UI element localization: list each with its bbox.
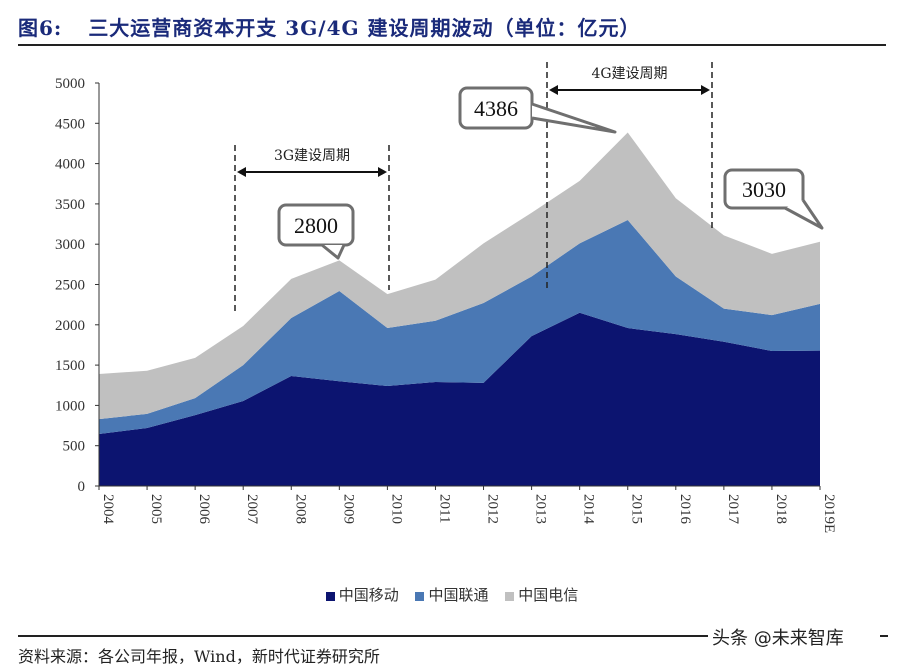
- y-tick-label: 3500: [55, 197, 85, 213]
- callout-label: 4386: [474, 96, 518, 121]
- x-tick-label: 2016: [677, 494, 693, 525]
- area-unicom: [99, 220, 820, 435]
- y-tick-label: 1000: [55, 398, 85, 414]
- x-tick-label: 2010: [388, 494, 404, 524]
- legend: 中国移动 中国联通 中国电信: [0, 584, 904, 605]
- x-tick-label: 2004: [100, 494, 116, 525]
- y-tick-label: 4000: [55, 157, 85, 173]
- callout-pointer: [321, 243, 346, 260]
- title-text: 三大运营商资本开支 3G/4G 建设周期波动（单位：亿元）: [88, 16, 641, 40]
- y-tick-label: 500: [63, 439, 86, 455]
- y-tick-label: 2500: [55, 278, 85, 294]
- y-tick-label: 2000: [55, 318, 85, 334]
- y-tick-label: 4500: [55, 116, 85, 132]
- x-tick-label: 2007: [244, 494, 260, 525]
- legend-item-unicom: 中国联通: [415, 586, 489, 604]
- x-tick-label: 2009: [340, 494, 356, 524]
- x-tick-label: 2011: [436, 494, 452, 523]
- area-telecom: [99, 132, 820, 420]
- x-tick-label: 2018: [773, 494, 789, 524]
- callout-box: [723, 168, 805, 210]
- bottom-divider-end: [880, 635, 888, 637]
- x-tick-label: 2013: [533, 494, 549, 524]
- arrowhead-left: [237, 167, 246, 177]
- period-label: 3G建设周期: [274, 148, 350, 164]
- y-tick-label: 1500: [55, 358, 85, 374]
- callout-label: 2800: [294, 213, 338, 238]
- y-tick-label: 3000: [55, 237, 85, 253]
- legend-item-mobile: 中国移动: [325, 586, 399, 604]
- callout-box: [277, 203, 355, 247]
- y-tick-label: 0: [78, 479, 86, 495]
- x-tick-label: 2012: [485, 494, 501, 524]
- legend-item-telecom: 中国电信: [505, 586, 578, 604]
- source-note: 资料来源：各公司年报，Wind，新时代证券研究所: [18, 647, 380, 666]
- callout-pointer: [531, 102, 617, 134]
- x-tick-label: 2008: [292, 494, 308, 524]
- x-tick-label: 2005: [148, 494, 164, 524]
- x-tick-label: 2014: [581, 494, 597, 525]
- bottom-divider: [18, 635, 708, 637]
- arrowhead-right: [701, 85, 710, 95]
- figure-number: 图6:: [18, 16, 63, 40]
- stacked-area-chart: 0 500 1000 1500 2000 2500 3000 3500 4000 4500 5000…: [55, 62, 837, 533]
- arrowhead-right: [378, 167, 387, 177]
- arrowhead-left: [549, 85, 558, 95]
- watermark: 头条 @未来智库: [712, 628, 844, 649]
- area-mobile: [99, 312, 820, 486]
- chart-title: 图6: 三大运营商资本开支 3G/4G 建设周期波动（单位：亿元）: [18, 12, 641, 41]
- callout-label: 3030: [742, 177, 786, 202]
- x-tick-label: 2006: [196, 494, 212, 525]
- y-tick-label: 5000: [55, 76, 85, 92]
- x-tick-label: 2019E: [821, 494, 837, 533]
- top-divider: [18, 44, 886, 46]
- period-label: 4G建设周期: [591, 66, 667, 82]
- callout-pointer: [784, 199, 824, 230]
- x-tick-label: 2017: [725, 494, 741, 525]
- x-tick-label: 2015: [629, 494, 645, 524]
